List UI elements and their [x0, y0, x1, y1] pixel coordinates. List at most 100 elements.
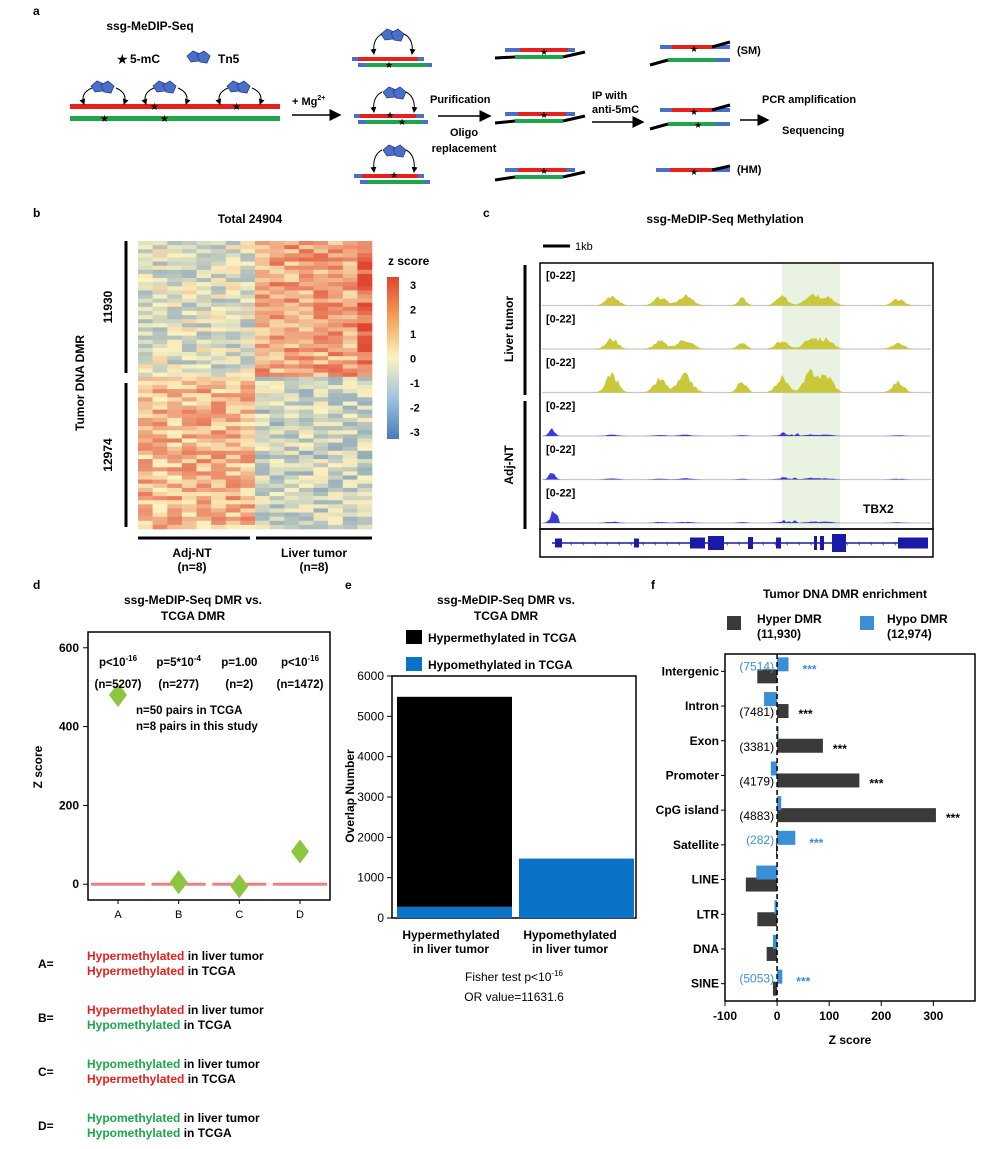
heatmap-cell [152, 278, 168, 283]
heatmap-cell [152, 413, 168, 419]
heatmap-cell [342, 306, 358, 312]
heatmap-cell [196, 315, 212, 320]
heatmap-cell [138, 483, 153, 489]
a-pcr: PCR amplification [762, 94, 856, 106]
heatmap-cell [342, 331, 358, 336]
heatmap-cell [181, 257, 197, 262]
heatmap-cell [167, 290, 183, 295]
heatmap-cell [328, 253, 343, 258]
heatmap-cell [211, 331, 226, 336]
heatmap-cell [167, 516, 183, 522]
heatmap-cell [152, 360, 168, 365]
heatmap-cell [284, 483, 300, 489]
e-ytick-label: 0 [377, 911, 384, 925]
heatmap-cell [196, 290, 212, 295]
heatmap-cell [328, 434, 343, 439]
heatmap-cell [313, 290, 329, 295]
heatmap-cell [328, 422, 343, 427]
heatmap-cell [298, 360, 314, 365]
heatmap-cell [357, 454, 373, 460]
heatmap-cell [152, 364, 168, 369]
heatmap-cell [313, 442, 329, 447]
heatmap-cell [240, 282, 256, 287]
heatmap-cell [225, 454, 241, 460]
heatmap-cell [240, 405, 256, 410]
heatmap-cell [211, 323, 226, 328]
f-count-hyper: (4179) [739, 774, 774, 788]
heatmap-cell [225, 426, 241, 431]
e-title2: TCGA DMR [474, 609, 539, 623]
heatmap-cell [225, 463, 241, 468]
d-legend-key: D= [38, 1119, 54, 1133]
heatmap-cell [152, 306, 168, 312]
heatmap-cell [211, 327, 226, 332]
heatmap-cell [181, 442, 197, 447]
heatmap-cell [342, 430, 358, 435]
heatmap-cell [138, 450, 153, 456]
heatmap-cell [138, 269, 153, 275]
e-bar-segment [397, 696, 512, 907]
d-pvalue-label: p<10-16 [99, 654, 138, 669]
b-group1: Adj-NT [172, 546, 212, 560]
f-hyper-bar [772, 981, 778, 996]
heatmap-cell [284, 393, 300, 398]
heatmap-cell [152, 467, 168, 472]
heatmap-cell [269, 454, 285, 460]
heatmap-cell [211, 273, 226, 279]
heatmap-cell [240, 516, 256, 522]
a-purification: Purification [430, 94, 491, 106]
heatmap-cell [328, 273, 343, 279]
panel-label-e: e [345, 578, 352, 592]
heatmap-cell [284, 401, 300, 406]
heatmap-cell [225, 459, 241, 464]
heatmap-cell [211, 459, 226, 464]
heatmap-cell [357, 339, 373, 345]
heatmap-cell [138, 294, 153, 299]
heatmap-cell [298, 364, 314, 369]
heatmap-cell [328, 241, 343, 246]
heatmap-cell [313, 467, 329, 472]
heatmap-cell [342, 360, 358, 365]
heatmap-cell [298, 508, 314, 513]
heatmap-cell [284, 335, 300, 340]
heatmap-cell [298, 327, 314, 332]
track-range-label: [0-22] [546, 401, 576, 413]
heatmap-cell [342, 323, 358, 328]
f-hyper-bar [777, 808, 936, 823]
heatmap-cell [138, 487, 153, 493]
d-xtick-label: C [235, 909, 243, 921]
heatmap-cell [269, 385, 285, 390]
f-hypo-bar [770, 761, 778, 776]
heatmap-cell [167, 413, 183, 419]
heatmap-cell [167, 454, 183, 460]
heatmap-cell [211, 508, 226, 513]
heatmap-cell [181, 438, 197, 443]
heatmap-cell [138, 241, 153, 246]
heatmap-cell [269, 331, 285, 336]
heatmap-cell [328, 269, 343, 275]
heatmap-cell [357, 516, 373, 522]
heatmap-cell [342, 348, 358, 353]
heatmap-cell [167, 282, 183, 287]
heatmap-cell [269, 397, 285, 402]
heatmap-cell [225, 319, 241, 324]
heatmap-cell [328, 512, 343, 517]
heatmap-cell [211, 446, 226, 452]
heatmap-cell [284, 409, 300, 415]
heatmap-cell [240, 348, 256, 353]
heatmap-cell [269, 496, 285, 501]
heatmap-cell [211, 315, 226, 320]
star-icon: ★ [160, 114, 169, 125]
heatmap-cell [284, 294, 300, 299]
f-count-hyper: (3381) [739, 740, 774, 754]
heatmap-cell [342, 426, 358, 431]
heatmap-cell [342, 278, 358, 283]
heatmap-cell [211, 249, 226, 254]
tn5-icon [90, 80, 115, 94]
heatmap-cell [284, 302, 300, 308]
heatmap-cell [152, 327, 168, 332]
heatmap-cell [225, 348, 241, 353]
heatmap-cell [255, 393, 270, 398]
f-category-label: CpG island [656, 803, 719, 817]
d-zscore-point [169, 870, 188, 895]
